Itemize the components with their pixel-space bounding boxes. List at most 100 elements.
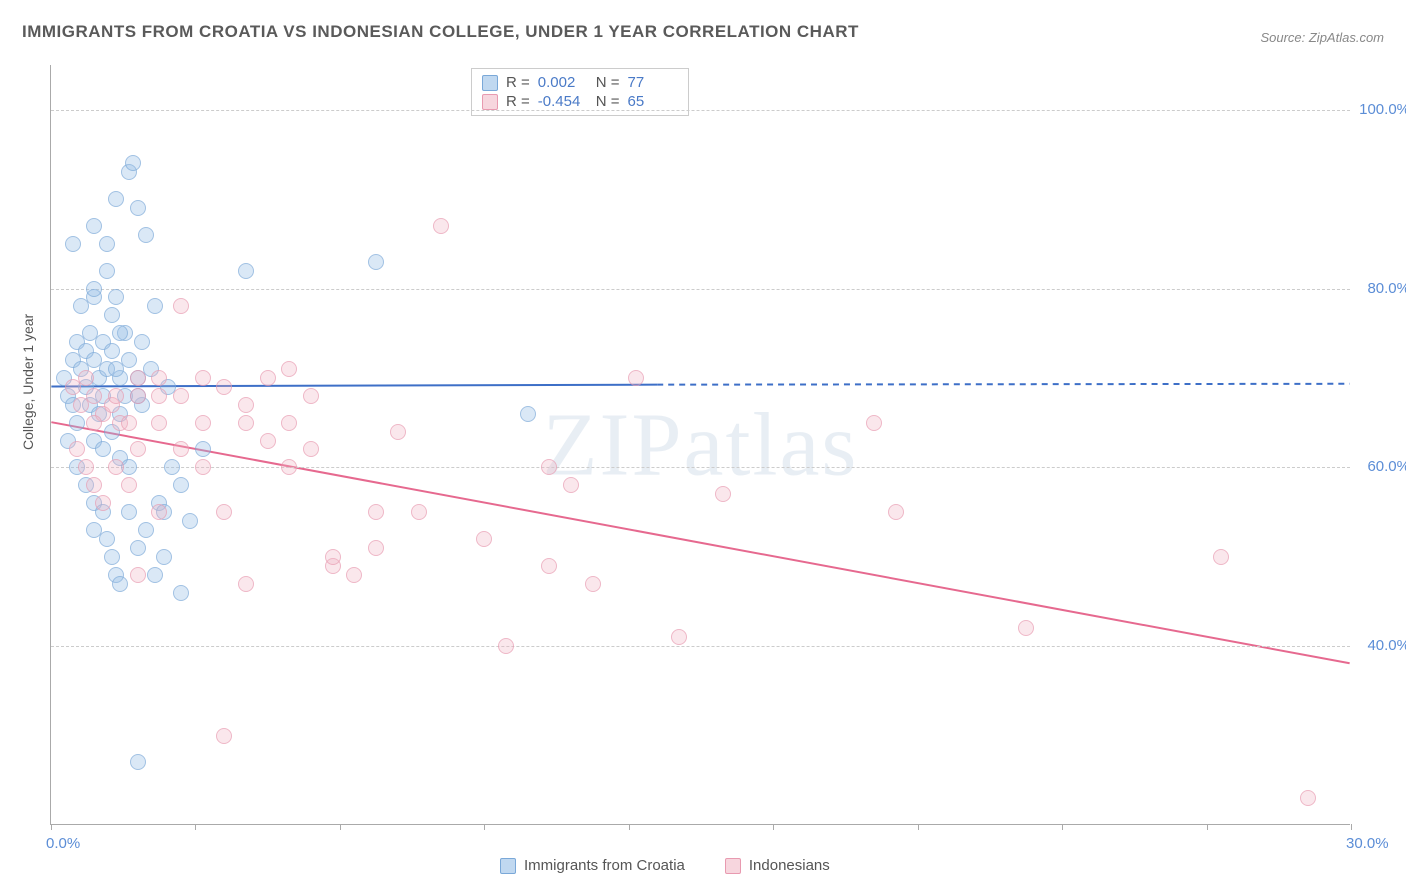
x-tick [1351,824,1352,830]
data-point [78,459,94,475]
data-point [173,441,189,457]
data-point [86,415,102,431]
data-point [108,459,124,475]
stat-legend-row: R = -0.454 N = 65 [482,92,678,111]
data-point [99,531,115,547]
data-point [121,477,137,493]
stat-r-label: R = [506,74,530,91]
data-point [130,441,146,457]
data-point [563,477,579,493]
stat-legend-row: R = 0.002 N = 77 [482,73,678,92]
data-point [86,218,102,234]
data-point [147,567,163,583]
stat-n-label: N = [596,93,620,110]
data-point [138,522,154,538]
gridline [51,646,1350,647]
data-point [325,549,341,565]
data-point [368,504,384,520]
data-point [134,334,150,350]
legend-label: Immigrants from Croatia [524,857,685,874]
data-point [130,370,146,386]
x-tick [484,824,485,830]
data-point [151,415,167,431]
data-point [86,477,102,493]
data-point [195,441,211,457]
data-point [195,459,211,475]
gridline [51,289,1350,290]
gridline [51,110,1350,111]
data-point [130,388,146,404]
data-point [216,379,232,395]
y-tick-label: 100.0% [1359,101,1406,118]
data-point [108,289,124,305]
source-label: Source: ZipAtlas.com [1260,30,1384,45]
data-point [541,459,557,475]
data-point [195,370,211,386]
data-point [498,638,514,654]
data-point [238,397,254,413]
data-point [151,388,167,404]
data-point [368,540,384,556]
data-point [281,415,297,431]
legend-swatch [482,94,498,110]
data-point [78,370,94,386]
data-point [281,361,297,377]
x-tick [773,824,774,830]
data-point [95,495,111,511]
data-point [715,486,731,502]
data-point [433,218,449,234]
stat-n-label: N = [596,74,620,91]
data-point [112,576,128,592]
data-point [156,549,172,565]
data-point [182,513,198,529]
data-point [108,388,124,404]
data-point [1018,620,1034,636]
data-point [112,325,128,341]
data-point [238,263,254,279]
data-point [130,200,146,216]
x-tick [1062,824,1063,830]
data-point [147,298,163,314]
x-tick-label: 30.0% [1346,835,1389,852]
data-point [411,504,427,520]
x-tick [340,824,341,830]
data-point [281,459,297,475]
data-point [130,567,146,583]
legend-item: Immigrants from Croatia [500,857,685,874]
data-point [104,307,120,323]
data-point [151,504,167,520]
y-tick-label: 60.0% [1367,458,1406,475]
data-point [108,191,124,207]
data-point [303,388,319,404]
data-point [238,576,254,592]
legend-swatch [482,75,498,91]
x-tick [629,824,630,830]
data-point [108,361,124,377]
legend-label: Indonesians [749,857,830,874]
data-point [130,754,146,770]
data-point [390,424,406,440]
bottom-legend: Immigrants from Croatia Indonesians [500,857,830,874]
data-point [260,370,276,386]
y-axis-label: College, Under 1 year [20,314,36,450]
data-point [69,415,85,431]
data-point [238,415,254,431]
x-tick [195,824,196,830]
stat-r-label: R = [506,93,530,110]
data-point [151,370,167,386]
legend-item: Indonesians [725,857,830,874]
legend-swatch [725,858,741,874]
data-point [368,254,384,270]
x-tick [918,824,919,830]
data-point [104,343,120,359]
data-point [216,728,232,744]
stat-n-value: 77 [628,74,678,91]
data-point [138,227,154,243]
data-point [346,567,362,583]
data-point [173,388,189,404]
data-point [121,504,137,520]
legend-swatch [500,858,516,874]
x-tick [51,824,52,830]
data-point [164,459,180,475]
data-point [303,441,319,457]
